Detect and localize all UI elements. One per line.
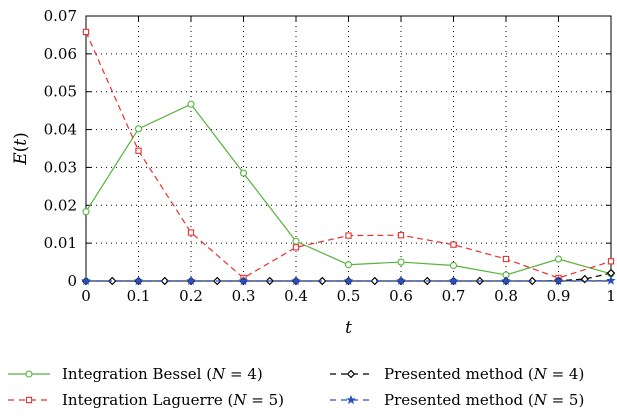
x-tick-label: 0.3 — [232, 287, 256, 305]
x-tick-label: 0.9 — [547, 287, 571, 305]
data-point — [346, 369, 356, 379]
data-point — [397, 258, 405, 266]
series-layer — [81, 28, 616, 286]
data-point — [346, 394, 356, 405]
data-point — [25, 396, 33, 404]
data-point — [239, 169, 248, 177]
y-tick-label: 0.03 — [44, 158, 77, 176]
data-point — [160, 276, 169, 286]
data-point — [81, 275, 91, 286]
data-point — [25, 370, 33, 378]
data-point — [187, 229, 195, 236]
data-point — [449, 261, 458, 270]
data-point — [343, 275, 354, 286]
y-tick-label: 0.02 — [44, 196, 77, 214]
y-tick-label: 0.01 — [44, 234, 77, 252]
data-point — [450, 241, 457, 248]
legend: Integration Bessel (N = 4) Presented meth… — [8, 365, 584, 409]
axis-ticks: 0 0.1 0.2 0.3 0.4 0.5 0.6 0.7 0.8 0.9 1 0 0.01 0.02 0.… — [44, 7, 616, 305]
y-axis-label: E(t) — [11, 132, 31, 166]
data-point — [370, 276, 379, 286]
legend-item: Presented method (N = 4) — [330, 365, 584, 383]
x-tick-label: 0.8 — [494, 287, 518, 305]
legend-label: Integration Laguerre (N = 5) — [62, 391, 284, 409]
data-point — [186, 275, 196, 286]
x-tick-label: 1 — [606, 287, 616, 305]
series-line — [85, 103, 612, 276]
data-point — [345, 232, 352, 239]
series-3 — [81, 275, 616, 286]
data-point — [396, 275, 406, 286]
grid — [86, 16, 611, 281]
series-1 — [82, 28, 615, 282]
data-point — [108, 276, 117, 286]
x-tick-label: 0.1 — [127, 287, 151, 305]
data-point — [291, 275, 301, 286]
legend-label: Presented method (N = 4) — [384, 365, 584, 383]
data-point — [501, 275, 511, 286]
data-point — [134, 125, 143, 133]
data-point — [528, 276, 537, 286]
data-point — [133, 275, 144, 286]
data-point — [502, 255, 510, 263]
x-tick-label: 0.5 — [337, 287, 361, 305]
data-point — [187, 100, 195, 108]
x-tick-label: 0.2 — [179, 287, 203, 305]
y-tick-label: 0.05 — [44, 83, 77, 101]
data-point — [82, 28, 90, 36]
x-axis-label: t — [345, 318, 352, 338]
legend-item: Presented method (N = 5) — [330, 391, 584, 409]
data-point — [292, 244, 300, 251]
y-tick-label: 0 — [67, 272, 77, 290]
data-point — [448, 275, 459, 286]
data-point — [135, 147, 142, 154]
data-point — [606, 275, 616, 285]
data-point — [553, 275, 564, 286]
legend-label: Integration Bessel (N = 4) — [62, 365, 263, 383]
data-point — [607, 258, 615, 265]
y-tick-label: 0.04 — [44, 121, 77, 139]
x-tick-label: 0 — [81, 287, 91, 305]
data-point — [554, 255, 563, 263]
legend-label: Presented method (N = 5) — [384, 391, 584, 409]
data-point — [318, 276, 327, 286]
x-tick-label: 0.6 — [389, 287, 413, 305]
data-point — [292, 237, 300, 245]
legend-item: Integration Laguerre (N = 5) — [8, 391, 284, 409]
x-tick-label: 0.4 — [284, 287, 308, 305]
y-tick-label: 0.07 — [44, 7, 77, 25]
data-point — [344, 261, 353, 269]
x-tick-label: 0.7 — [442, 287, 466, 305]
data-point — [397, 232, 405, 239]
data-point — [82, 208, 90, 216]
y-tick-label: 0.06 — [44, 45, 77, 63]
legend-item: Integration Bessel (N = 4) — [8, 365, 263, 383]
data-point — [238, 275, 249, 286]
